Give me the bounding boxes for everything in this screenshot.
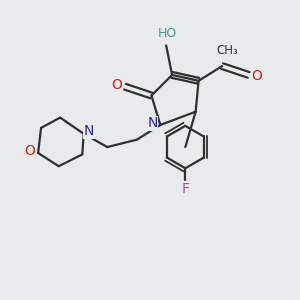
Text: O: O [251,69,262,83]
Text: F: F [181,182,189,197]
Text: O: O [111,78,122,92]
Text: N: N [147,116,158,130]
Text: HO: HO [158,27,177,40]
Text: N: N [84,124,94,138]
Text: CH₃: CH₃ [217,44,238,57]
Text: O: O [24,145,35,158]
